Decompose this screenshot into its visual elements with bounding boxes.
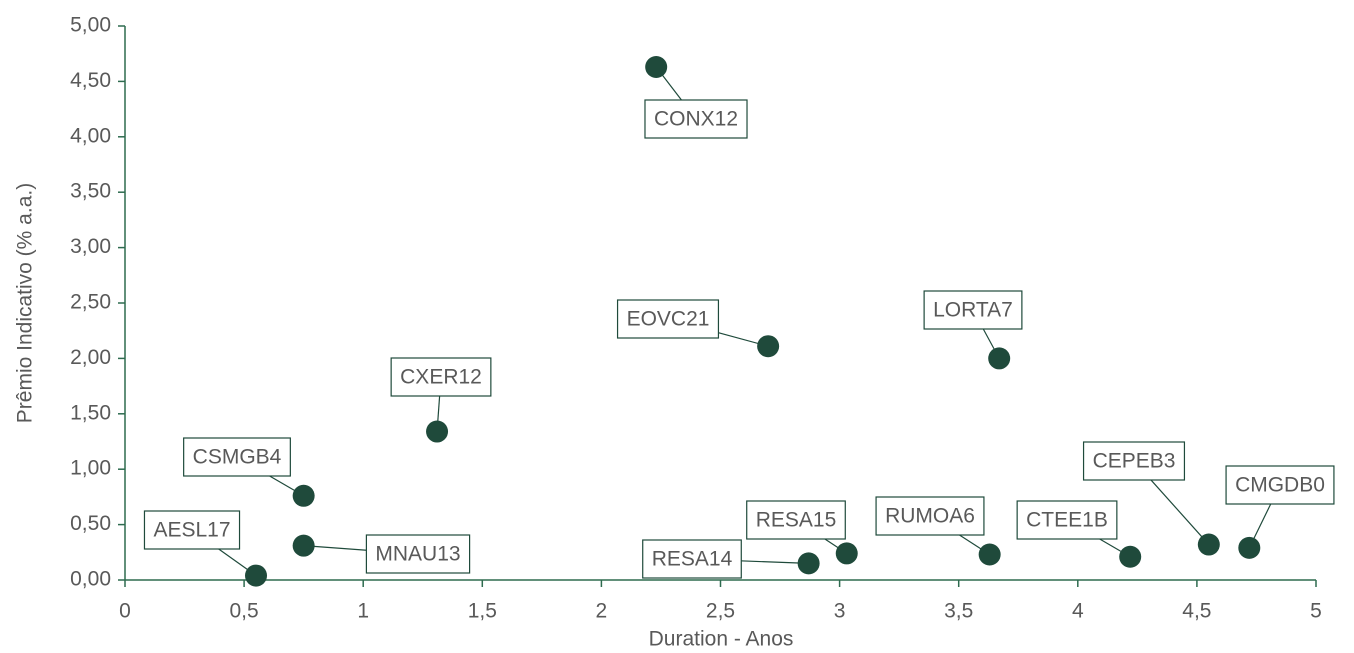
label-box	[1225, 465, 1335, 505]
y-tick-label: 3,00	[70, 235, 111, 258]
point-label: CONX12	[654, 108, 738, 131]
label-box	[616, 299, 720, 339]
x-axis-title: Duration - Anos	[649, 628, 794, 651]
y-tick-label: 1,50	[70, 401, 111, 424]
x-tick-label: 5	[1310, 600, 1322, 623]
label-box	[746, 500, 846, 540]
x-tick-label: 0,5	[229, 600, 258, 623]
y-tick-label: 1,00	[70, 457, 111, 480]
x-tick-label: 3	[834, 600, 846, 623]
point	[757, 335, 780, 358]
y-axis-title: Prêmio Indicativo (% a.a.)	[14, 183, 37, 423]
y-tick-label: 4,00	[70, 124, 111, 147]
label-box	[642, 539, 742, 579]
label-box	[390, 357, 492, 397]
x-tick-label: 2	[596, 600, 608, 623]
label-box	[1016, 500, 1118, 540]
y-tick-label: 0,00	[70, 568, 111, 591]
label-box	[143, 510, 241, 550]
point	[978, 543, 1001, 566]
x-tick-label: 4	[1072, 600, 1084, 623]
point-label: RUMOA6	[885, 505, 975, 528]
point	[988, 347, 1011, 370]
x-tick-label: 2,5	[706, 600, 735, 623]
point-label: AESL17	[153, 519, 230, 542]
label-box	[1082, 441, 1186, 481]
label-box	[365, 534, 471, 574]
point	[426, 420, 449, 443]
point-label: CXER12	[400, 366, 482, 389]
y-tick-label: 4,50	[70, 69, 111, 92]
y-tick-label: 2,50	[70, 291, 111, 314]
x-tick-label: 1,5	[468, 600, 497, 623]
y-tick-label: 5,00	[70, 14, 111, 37]
point	[245, 564, 268, 587]
point-label: RESA15	[756, 509, 837, 532]
point-label: LORTA7	[933, 299, 1013, 322]
label-box	[644, 99, 748, 139]
point	[797, 552, 820, 575]
x-tick-label: 1	[357, 600, 369, 623]
x-tick-label: 3,5	[944, 600, 973, 623]
point-label: MNAU13	[375, 543, 460, 566]
label-box	[875, 496, 985, 536]
point-label: CSMGB4	[193, 446, 282, 469]
y-tick-label: 0,50	[70, 512, 111, 535]
y-tick-label: 3,50	[70, 180, 111, 203]
point-label: CTEE1B	[1026, 509, 1108, 532]
point	[292, 484, 315, 507]
point	[1238, 536, 1261, 559]
label-box	[183, 437, 291, 477]
point-label: RESA14	[652, 548, 733, 571]
point	[645, 55, 668, 78]
point	[292, 534, 315, 557]
point	[835, 542, 858, 565]
point-label: CEPEB3	[1093, 450, 1176, 473]
point-label: EOVC21	[627, 308, 710, 331]
point	[1119, 545, 1142, 568]
label-box	[923, 290, 1023, 330]
x-tick-label: 4,5	[1182, 600, 1211, 623]
y-tick-label: 2,00	[70, 346, 111, 369]
point	[1197, 533, 1220, 556]
x-tick-label: 0	[119, 600, 131, 623]
point-label: CMGDB0	[1235, 474, 1325, 497]
